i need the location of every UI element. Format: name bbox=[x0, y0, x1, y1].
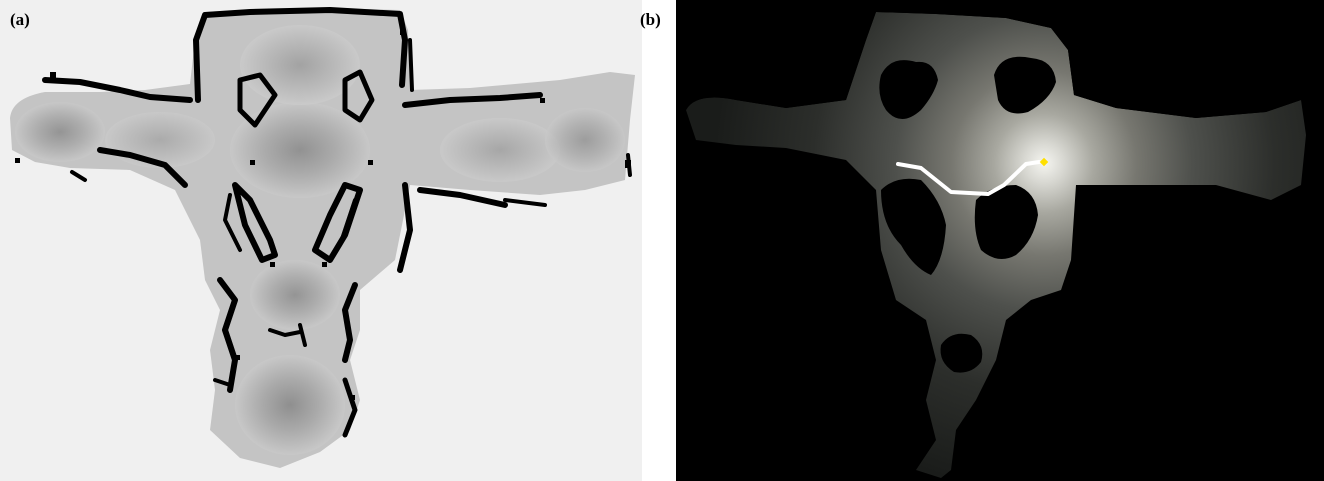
distance-field-panel bbox=[676, 0, 1324, 481]
sensor-noise bbox=[15, 30, 631, 400]
distance-field-canvas bbox=[676, 0, 1324, 478]
panel-label-a: (a) bbox=[10, 10, 30, 29]
planned-path bbox=[896, 160, 1041, 196]
occupancy-map-canvas bbox=[10, 7, 635, 468]
shading-blobs bbox=[15, 25, 625, 455]
obstacle-holes bbox=[676, 0, 1324, 373]
occupancy-map-panel: (a) bbox=[0, 0, 642, 481]
panel-label-b: (b) bbox=[640, 10, 661, 29]
